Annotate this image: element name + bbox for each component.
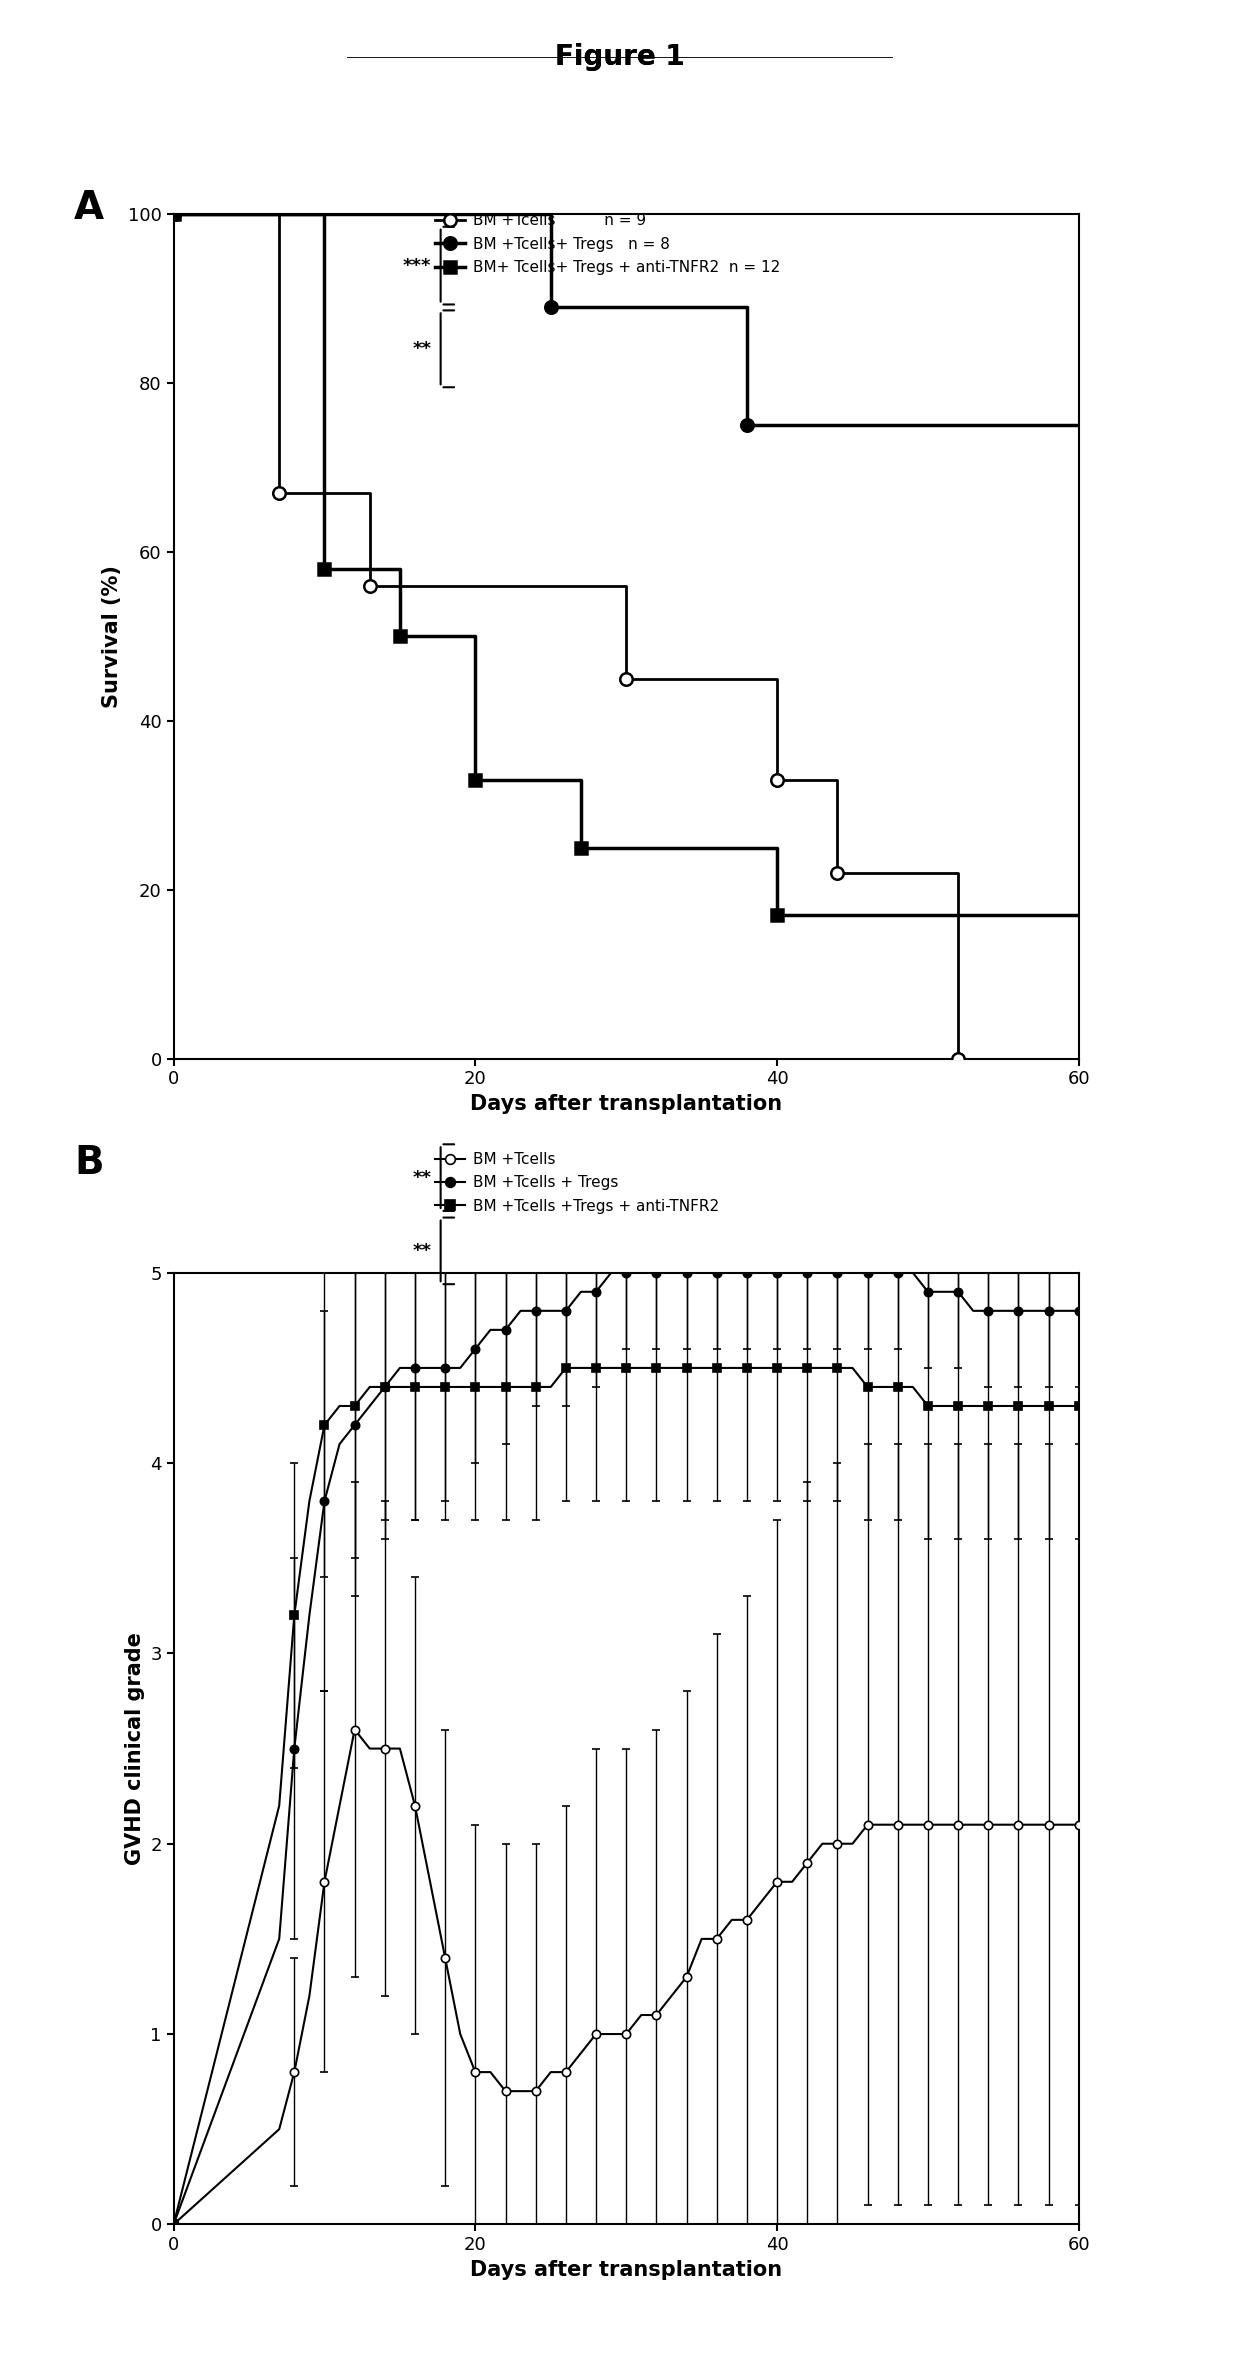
Text: Figure 1: Figure 1 [556,43,684,71]
Legend: BM +Tcells, BM +Tcells + Tregs, BM +Tcells +Tregs + anti-TNFR2: BM +Tcells, BM +Tcells + Tregs, BM +Tcel… [435,1151,719,1213]
X-axis label: Days after transplantation: Days after transplantation [470,1094,782,1113]
Y-axis label: GVHD clinical grade: GVHD clinical grade [125,1632,145,1865]
X-axis label: Days after transplantation: Days after transplantation [470,2260,782,2279]
Text: **: ** [413,340,432,357]
Text: Figure 1: Figure 1 [556,43,684,71]
Text: ***: *** [403,257,432,274]
Text: A: A [74,188,104,226]
Text: **: ** [413,1168,432,1187]
Text: B: B [74,1144,104,1182]
Y-axis label: Survival (%): Survival (%) [103,564,123,709]
Legend: BM +Tcells          n = 9, BM +Tcells+ Tregs   n = 8, BM+ Tcells+ Tregs + anti-T: BM +Tcells n = 9, BM +Tcells+ Tregs n = … [435,214,780,276]
Text: **: ** [413,1242,432,1261]
